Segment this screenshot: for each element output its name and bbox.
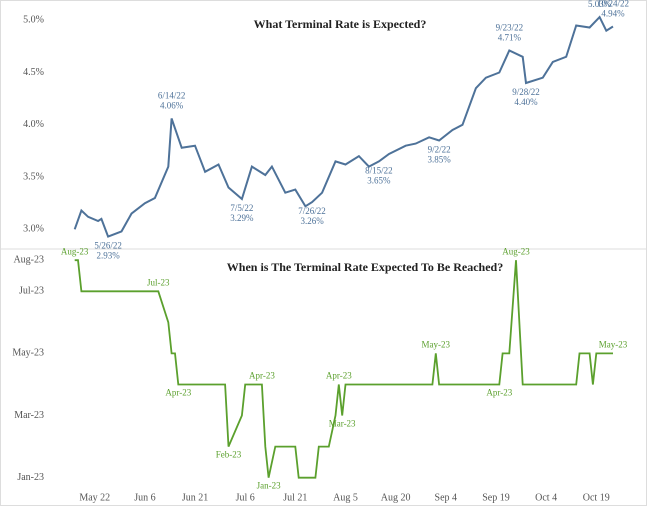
line-series bbox=[73, 15, 614, 238]
data-label: Mar-23 bbox=[329, 419, 356, 429]
top-title: What Terminal Rate is Expected? bbox=[254, 17, 427, 31]
x-tick-label: Jun 6 bbox=[134, 492, 155, 503]
x-tick-label: Sep 19 bbox=[482, 492, 510, 503]
y-tick-label: 4.0% bbox=[23, 119, 44, 130]
data-label: 3.29% bbox=[230, 213, 254, 223]
bottom-title: When is The Terminal Rate Expected To Be… bbox=[227, 260, 503, 274]
date-label: 6/14/22 bbox=[158, 91, 186, 101]
y-tick-label: May-23 bbox=[12, 348, 44, 359]
y-tick-label: 3.5% bbox=[23, 171, 44, 182]
data-label: 4.06% bbox=[160, 101, 184, 111]
y-tick-label: Mar-23 bbox=[14, 410, 44, 421]
data-label: 5.03% bbox=[588, 0, 612, 9]
y-tick-label: Aug-23 bbox=[13, 255, 44, 266]
data-label: Feb-23 bbox=[216, 450, 242, 460]
data-label: Aug-23 bbox=[502, 246, 530, 256]
date-label: 7/5/22 bbox=[230, 203, 253, 213]
x-tick-label: Jul 21 bbox=[283, 492, 307, 503]
y-tick-label: 3.0% bbox=[23, 224, 44, 235]
date-label: 10/24/22 bbox=[597, 0, 629, 9]
date-label: 5/26/22 bbox=[94, 241, 122, 251]
data-label: Aug-23 bbox=[61, 246, 89, 256]
x-tick-label: May 22 bbox=[79, 492, 110, 503]
data-label: 3.65% bbox=[367, 175, 391, 185]
x-tick-label: Sep 4 bbox=[435, 492, 458, 503]
x-tick-label: Oct 4 bbox=[535, 492, 557, 503]
x-tick-label: Oct 19 bbox=[583, 492, 610, 503]
data-label: May-23 bbox=[422, 339, 451, 349]
data-label: 4.71% bbox=[498, 33, 522, 43]
date-label: 9/2/22 bbox=[428, 145, 451, 155]
data-label: Apr-23 bbox=[486, 388, 512, 398]
data-label: Jul-23 bbox=[147, 277, 170, 287]
y-tick-label: 5.0% bbox=[23, 15, 44, 26]
data-label: Apr-23 bbox=[165, 388, 191, 398]
date-label: 9/28/22 bbox=[512, 87, 540, 97]
line-series bbox=[74, 259, 613, 479]
data-label: 4.94% bbox=[601, 9, 625, 19]
data-label: 3.26% bbox=[300, 216, 324, 226]
y-tick-label: Jan-23 bbox=[17, 472, 44, 483]
x-tick-label: Jul 6 bbox=[236, 492, 255, 503]
data-label: 4.40% bbox=[514, 97, 538, 107]
data-label: Apr-23 bbox=[249, 371, 275, 381]
data-label: 3.85% bbox=[427, 155, 451, 165]
date-label: 7/26/22 bbox=[298, 206, 326, 216]
data-label: May-23 bbox=[599, 339, 628, 349]
date-label: 8/15/22 bbox=[365, 165, 393, 175]
x-tick-label: Aug 5 bbox=[333, 492, 358, 503]
data-label: 2.93% bbox=[96, 251, 120, 261]
x-tick-label: Aug 20 bbox=[381, 492, 411, 503]
data-label: Jan-23 bbox=[257, 481, 281, 491]
date-label: 9/23/22 bbox=[496, 23, 524, 33]
y-tick-label: Jul-23 bbox=[19, 286, 44, 297]
y-tick-label: 4.5% bbox=[23, 67, 44, 78]
data-label: Apr-23 bbox=[326, 371, 352, 381]
x-tick-label: Jun 21 bbox=[182, 492, 208, 503]
